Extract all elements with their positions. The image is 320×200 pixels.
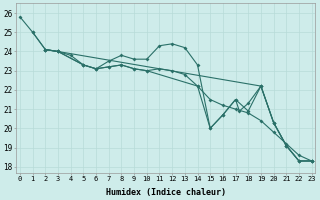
- X-axis label: Humidex (Indice chaleur): Humidex (Indice chaleur): [106, 188, 226, 197]
